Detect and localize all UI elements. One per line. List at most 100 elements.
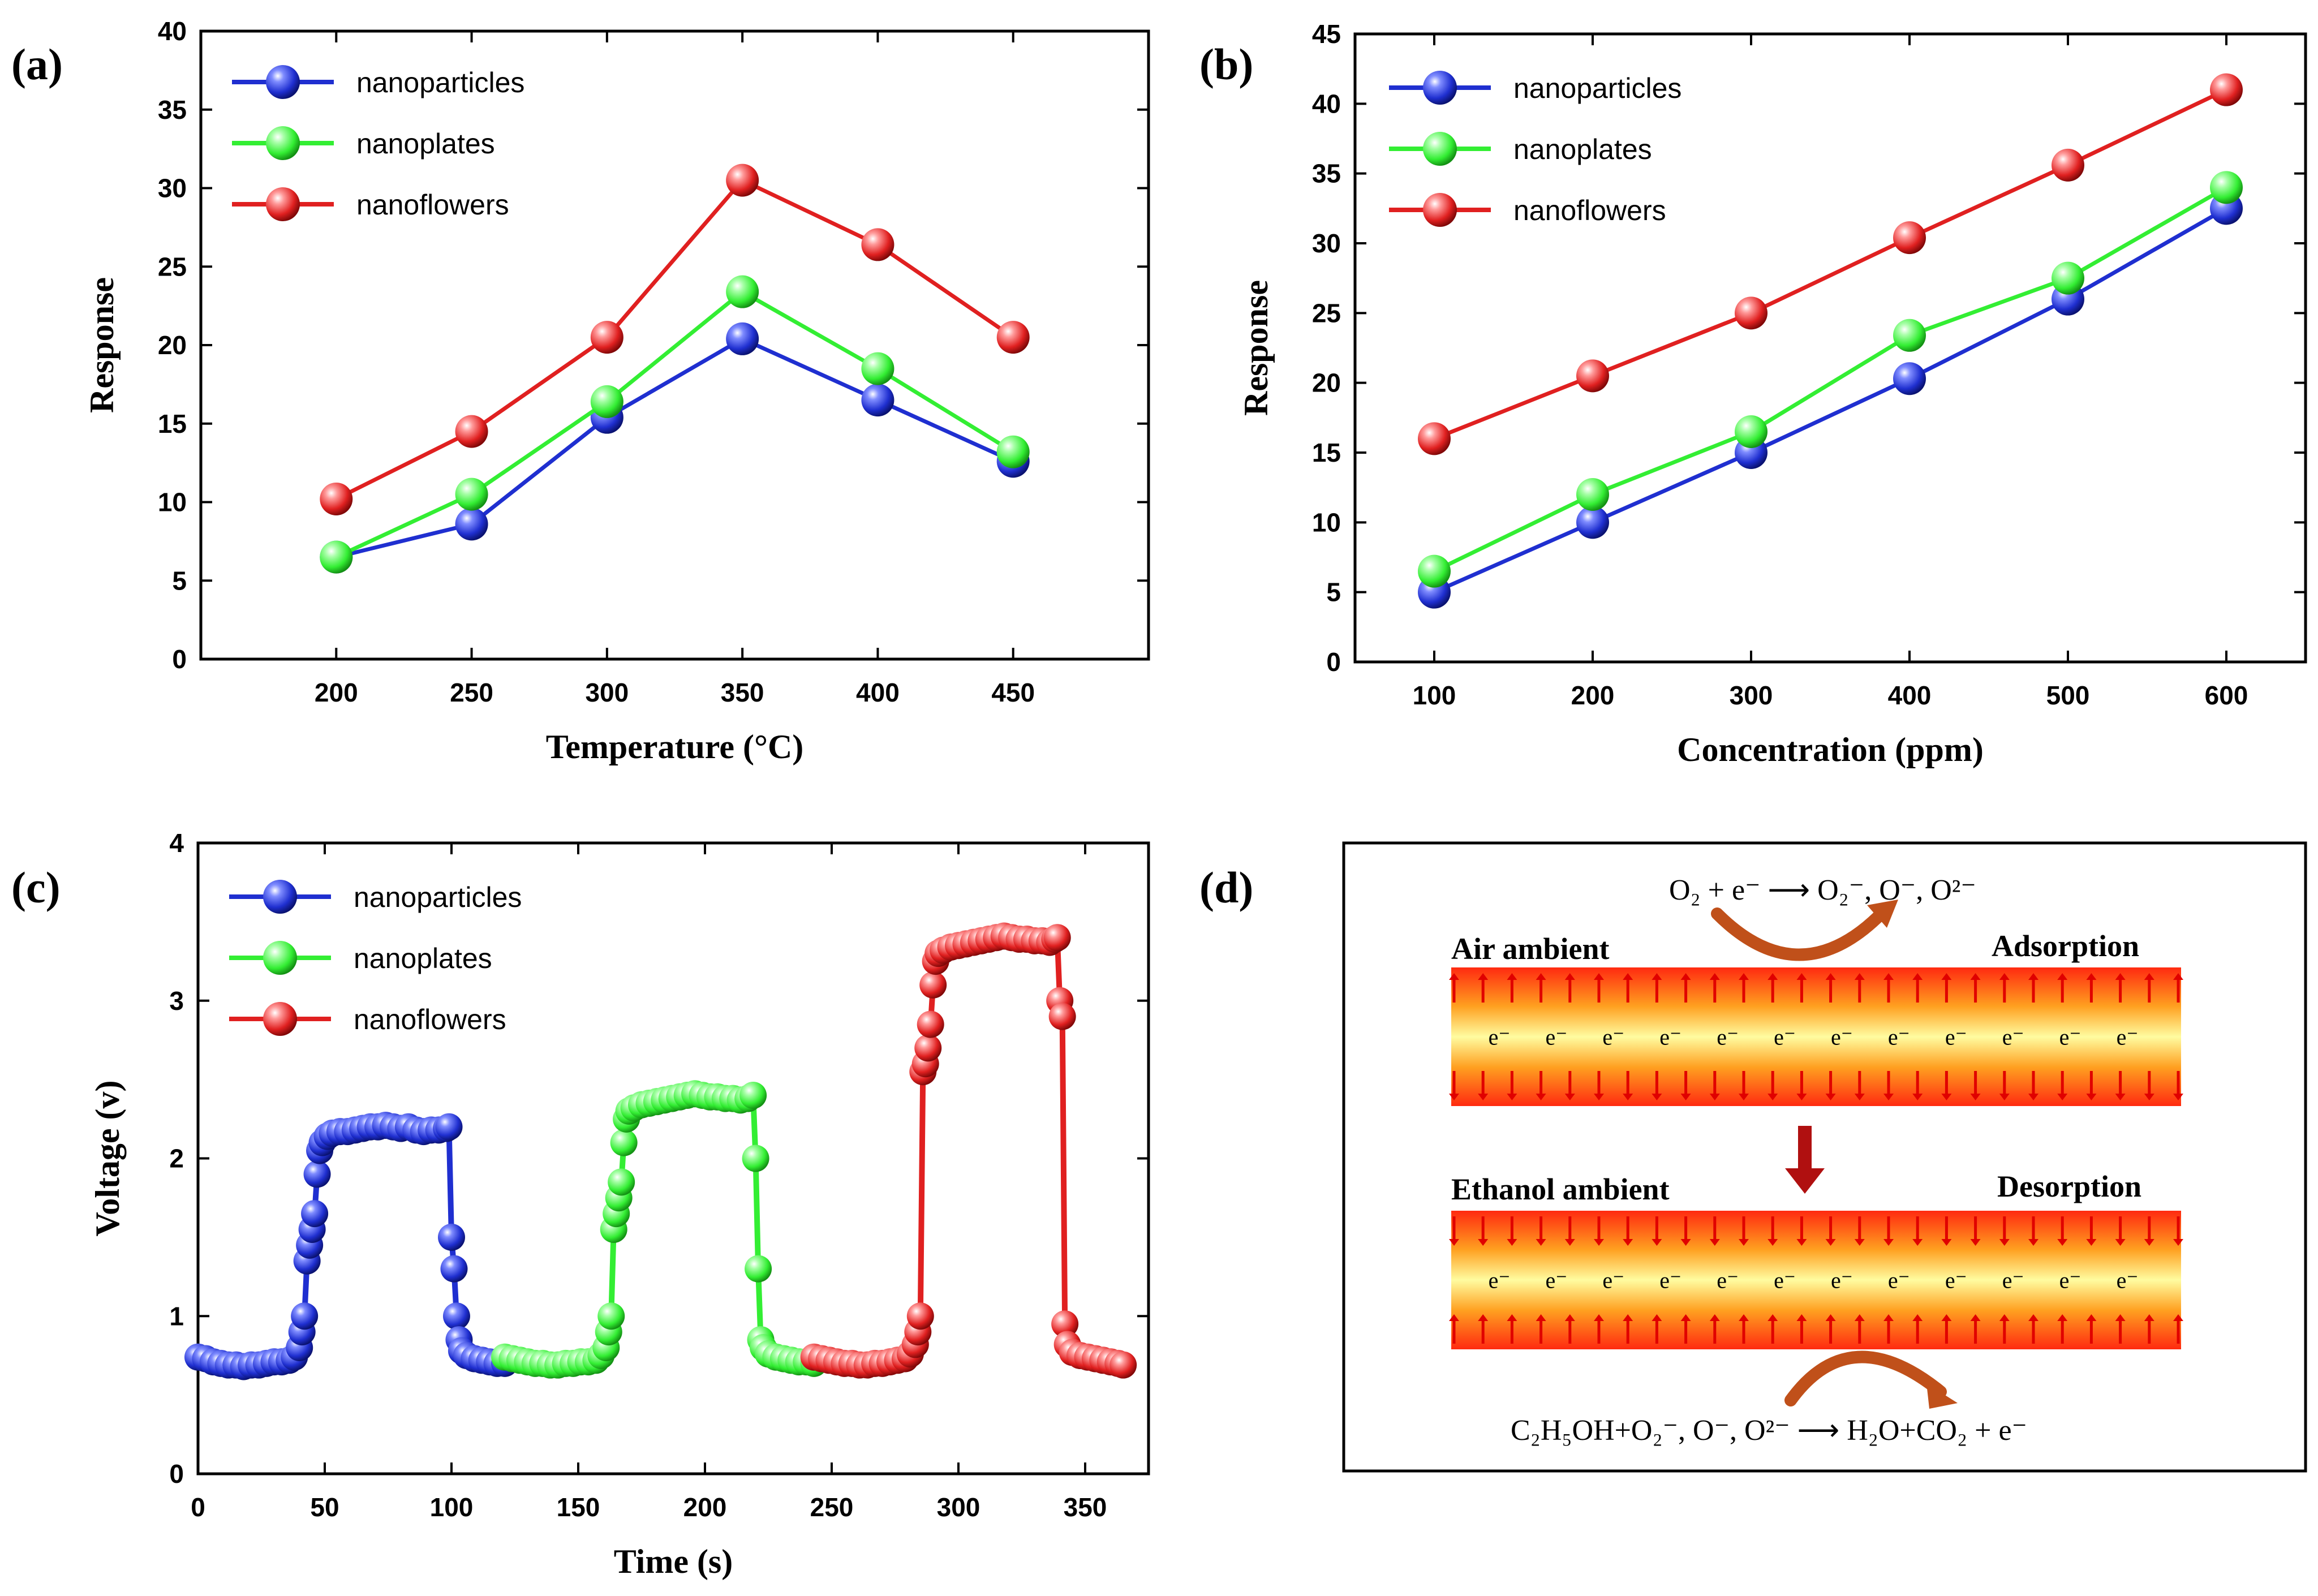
surface-arrowhead (2173, 1314, 2183, 1321)
y-tick-label: 45 (1312, 19, 1341, 49)
surface-arrowhead (1536, 1239, 1546, 1246)
surface-arrowhead (1999, 1094, 2010, 1100)
data-point-nanoplates (861, 352, 894, 385)
desorption-curved-arrow (1784, 1350, 1947, 1406)
data-point-nanoplates (745, 1255, 772, 1283)
surface-arrowhead (1767, 1239, 1778, 1246)
surface-arrowhead (1796, 973, 1807, 980)
y-tick-label: 30 (1312, 229, 1341, 258)
legend-marker-nanoflowers (1423, 193, 1457, 227)
data-point-nanoplates (1893, 319, 1926, 352)
surface-arrowhead (2144, 1314, 2154, 1321)
electron-label: e⁻ (2117, 1025, 2139, 1050)
data-point-nanoparticles (1893, 362, 1926, 395)
surface-arrowhead (1652, 1314, 1662, 1321)
x-axis-label: Concentration (ppm) (1677, 731, 1984, 768)
electron-label: e⁻ (1945, 1268, 1967, 1293)
electron-label: e⁻ (2002, 1025, 2024, 1050)
surface-arrowhead (1680, 1314, 1691, 1321)
data-point-nanoplates (608, 1168, 635, 1196)
surface-arrowhead (1854, 1239, 1865, 1246)
surface-arrowhead (1652, 1239, 1662, 1246)
electron-label: e⁻ (1774, 1025, 1796, 1050)
surface-arrowhead (1709, 1094, 1720, 1100)
y-tick-label: 10 (1312, 507, 1341, 537)
surface-arrowhead (1912, 1239, 1923, 1246)
panel-label: (c) (11, 863, 61, 912)
surface-arrowhead (1970, 1094, 1981, 1100)
surface-arrowhead (2086, 973, 2097, 980)
desorption-arrow-tip (1926, 1383, 1958, 1409)
surface-arrowhead (1623, 973, 1633, 980)
y-tick-label: 0 (1326, 647, 1341, 677)
legend-marker-nanoparticles (1423, 71, 1457, 105)
desorption-equation: C₂H₅OH+O₂⁻, O⁻, O²⁻ ⟶ H₂O+CO₂ + e⁻ (1511, 1414, 2027, 1447)
surface-arrowhead (1854, 1094, 1865, 1100)
panel-d-diagram: (d) O₂ + e⁻ ⟶ O₂⁻, O⁻, O²⁻ Air ambient A… (1199, 841, 2307, 1473)
surface-arrowhead (1796, 1094, 1807, 1100)
adsorption-curved-arrow (1711, 907, 1887, 961)
legend-label-nanoparticles: nanoparticles (1513, 72, 1681, 104)
series-line-nanoflowers (335, 178, 1014, 501)
panel-d-label: (d) (1199, 863, 1253, 912)
data-point-nanoflowers (861, 228, 894, 261)
legend-label-nanoflowers: nanoflowers (1513, 195, 1666, 226)
y-tick-label: 0 (172, 644, 187, 674)
y-tick-label: 0 (169, 1459, 184, 1489)
legend-marker-nanoparticles (263, 880, 297, 914)
data-point-nanoflowers (1418, 422, 1451, 455)
data-point-nanoplates (996, 435, 1030, 468)
surface-arrowhead (2173, 973, 2183, 980)
series-line-nanoparticles (336, 336, 1014, 560)
x-tick-label: 350 (1064, 1492, 1107, 1522)
y-tick-label: 30 (158, 174, 187, 203)
electron-label: e⁻ (1717, 1268, 1739, 1293)
surface-arrowhead (1594, 973, 1604, 980)
x-tick-label: 300 (937, 1492, 980, 1522)
data-point-nanoplates (610, 1129, 638, 1156)
data-point-nanoflowers (726, 164, 759, 197)
surface-arrowhead (1825, 1094, 1836, 1100)
y-tick-label: 40 (1312, 89, 1341, 118)
surface-arrowhead (1507, 1094, 1517, 1100)
data-point-nanoplates (455, 477, 488, 511)
electron-label: e⁻ (2002, 1268, 2024, 1293)
surface-arrowhead (2028, 1094, 2039, 1100)
surface-arrowhead (2086, 1094, 2097, 1100)
y-axis-label: Response (83, 277, 121, 413)
surface-arrowhead (1854, 1314, 1865, 1321)
desorption-label: Desorption (1997, 1169, 2141, 1203)
surface-arrowhead (1999, 973, 2010, 980)
y-tick-label: 20 (1312, 368, 1341, 398)
surface-arrowhead (1652, 1094, 1662, 1100)
electron-label: e⁻ (1888, 1268, 1910, 1293)
surface-arrowhead (1536, 1094, 1546, 1100)
data-point-nanoflowers (2210, 73, 2243, 106)
x-tick-label: 200 (683, 1492, 727, 1522)
surface-arrowhead (2115, 1239, 2126, 1246)
data-point-nanoplates (590, 385, 623, 418)
data-point-nanoparticles (1576, 506, 1609, 539)
surface-arrowhead (1564, 1094, 1575, 1100)
series-line-nanoflowers (1433, 88, 2227, 441)
data-point-nanoparticles (435, 1113, 463, 1141)
surface-arrowhead (2115, 1314, 2126, 1321)
electron-label: e⁻ (1888, 1025, 1910, 1050)
electron-label: e⁻ (1545, 1025, 1567, 1050)
surface-arrowhead (1478, 1314, 1489, 1321)
surface-arrowhead (1941, 1094, 1952, 1100)
legend-marker-nanoparticles (266, 65, 300, 99)
surface-arrowhead (1825, 973, 1836, 980)
data-point-nanoflowers (914, 1034, 942, 1062)
legend-marker-nanoplates (1423, 132, 1457, 166)
x-tick-label: 300 (1730, 681, 1773, 710)
surface-arrowhead (1680, 1094, 1691, 1100)
series-line-nanoplates (504, 1090, 815, 1368)
data-point-nanoplates (742, 1145, 769, 1172)
surface-arrowhead (2028, 1314, 2039, 1321)
sensor-layer-air: e⁻ e⁻ e⁻ e⁻ e⁻ e⁻ e⁻ e⁻ e⁻ e⁻ e⁻ e⁻ (1449, 967, 2183, 1106)
data-point-nanoflowers (1051, 1310, 1079, 1338)
y-tick-label: 20 (158, 330, 187, 360)
data-point-nanoflowers (1048, 1003, 1076, 1030)
data-point-nanoparticles (438, 1223, 465, 1251)
